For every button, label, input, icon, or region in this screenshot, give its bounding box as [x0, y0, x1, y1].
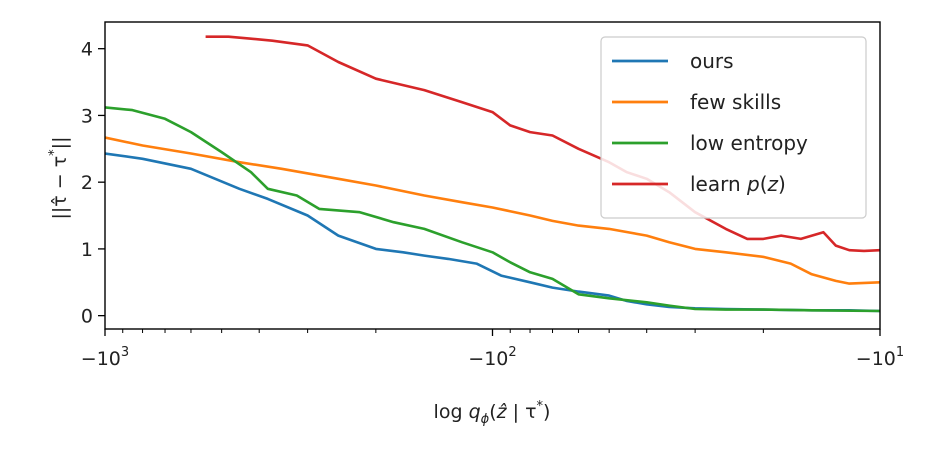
x-tick-label-0: −103: [81, 345, 129, 370]
y-tick-label-0: 0: [81, 306, 93, 328]
x-tick-label-2: −101: [856, 345, 904, 370]
x-axis-label: log qϕ(ẑ | τ*): [434, 399, 551, 427]
legend-box: [600, 36, 867, 219]
y-axis: 0 1 2 3 4: [81, 39, 105, 328]
y-axis-label: ||τ̂ − τ*||: [47, 137, 71, 220]
y-tick-label-3: 3: [81, 105, 93, 127]
x-axis: −103 −102 −101: [81, 329, 904, 370]
y-tick-label-4: 4: [81, 39, 93, 61]
legend-label-3: learn p(z): [690, 172, 786, 196]
series-line-1: [105, 136, 880, 285]
series-line-2: [105, 106, 880, 313]
series-layer: [105, 35, 880, 313]
legend-label-1: few skills: [690, 90, 781, 114]
legend-label-0: ours: [690, 49, 734, 73]
y-tick-label-2: 2: [81, 172, 93, 194]
legend: ours few skills low entropy learn p(z): [600, 36, 867, 219]
y-tick-label-1: 1: [81, 239, 93, 261]
x-tick-label-1: −102: [468, 345, 516, 370]
legend-label-2: low entropy: [690, 131, 808, 155]
